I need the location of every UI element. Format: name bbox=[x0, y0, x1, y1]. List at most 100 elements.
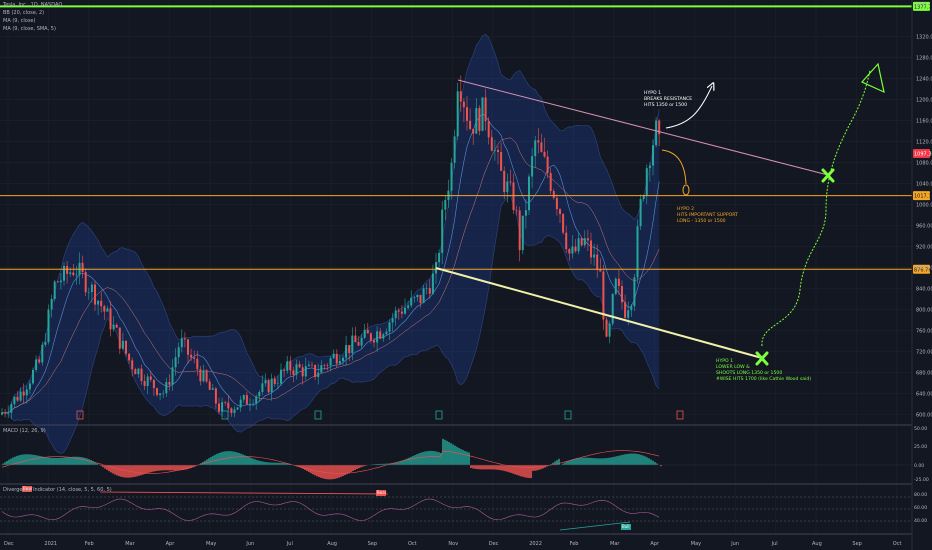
macd-histogram-bar bbox=[498, 465, 500, 470]
symbol-legend[interactable]: Tesla, Inc., 1D, NASDAQ bbox=[3, 2, 63, 8]
divergence-legend[interactable]: Divergence Indicator (14, close, 5, 5, 6… bbox=[3, 487, 112, 493]
candle-body bbox=[490, 137, 493, 151]
candle-body bbox=[28, 383, 31, 390]
macd-histogram-bar bbox=[406, 458, 408, 465]
earnings-marker[interactable] bbox=[676, 410, 684, 420]
candle-body bbox=[239, 399, 242, 408]
macd-histogram-bar bbox=[154, 465, 156, 472]
candle-body bbox=[590, 240, 592, 258]
macd-histogram-bar bbox=[410, 456, 412, 465]
macd-histogram-bar bbox=[504, 465, 506, 472]
candle-body bbox=[363, 329, 366, 338]
lower-trendline[interactable] bbox=[435, 267, 763, 359]
macd-histogram-bar bbox=[566, 461, 568, 465]
candle-body bbox=[152, 379, 155, 389]
candle-body bbox=[500, 152, 503, 171]
macd-histogram-bar bbox=[494, 465, 496, 470]
earnings-marker[interactable] bbox=[221, 410, 229, 420]
earnings-marker[interactable] bbox=[314, 410, 322, 420]
ma-legend[interactable]: MA (9, close) bbox=[3, 18, 36, 24]
macd-histogram-bar bbox=[102, 465, 104, 468]
price-axis[interactable]: 1320.00 1280.00 1240.00 1200.00 1160.00 1120.… bbox=[916, 35, 932, 419]
macd-histogram-bar bbox=[148, 465, 150, 473]
macd-histogram-bar bbox=[360, 465, 362, 468]
candle-body bbox=[342, 357, 344, 361]
candle-body bbox=[75, 274, 78, 276]
candle-body bbox=[602, 271, 605, 320]
candle-body bbox=[608, 323, 611, 337]
price-tick-label: 800.00 bbox=[916, 308, 932, 314]
macd-histogram-bar bbox=[248, 457, 250, 465]
candle-body bbox=[382, 334, 385, 339]
time-tick-label: Sep bbox=[852, 541, 861, 547]
earnings-marker[interactable] bbox=[76, 410, 84, 420]
candle-body bbox=[503, 170, 506, 193]
macd-histogram-bar bbox=[212, 455, 214, 465]
macd-histogram-bar bbox=[484, 465, 486, 470]
earnings-marker[interactable] bbox=[435, 410, 443, 420]
candle-body bbox=[466, 107, 468, 121]
ma-sma-legend[interactable]: MA (9, close, SMA, 5) bbox=[3, 26, 56, 32]
macd-histogram-bar bbox=[604, 458, 606, 465]
price-tick-label: 640.00 bbox=[916, 392, 932, 398]
candle-body bbox=[562, 214, 565, 233]
macd-legend[interactable]: MACD (12, 26, 9) bbox=[3, 428, 46, 434]
svg-text:1377.77: 1377.77 bbox=[914, 4, 932, 10]
macd-histogram-bar bbox=[192, 465, 194, 468]
macd-histogram-bar bbox=[120, 465, 122, 477]
macd-histogram-bar bbox=[108, 465, 110, 472]
candle-body bbox=[286, 361, 289, 371]
bb-legend[interactable]: BB (20, close, 2) bbox=[3, 10, 45, 16]
macd-histogram-bar bbox=[40, 456, 42, 465]
candle-body bbox=[540, 142, 543, 152]
macd-histogram-bar bbox=[62, 457, 64, 465]
candle-body bbox=[497, 149, 499, 153]
upper-trendline[interactable] bbox=[457, 79, 829, 176]
price-tick-label: 1080.00 bbox=[916, 161, 932, 167]
macd-histogram-bar bbox=[476, 465, 478, 470]
macd-histogram-bar bbox=[16, 455, 18, 465]
macd-histogram-bar bbox=[396, 462, 398, 465]
time-axis[interactable]: Dec 2021 Feb Mar Apr May Jun Jul Aug Sep Oct Nov Dec… bbox=[4, 541, 901, 547]
candle-body bbox=[537, 140, 540, 143]
macd-histogram-bar bbox=[256, 460, 258, 465]
macd-histogram-bar bbox=[492, 465, 494, 470]
candle-body bbox=[261, 383, 264, 392]
candle-body bbox=[531, 156, 534, 177]
earnings-marker[interactable] bbox=[564, 410, 572, 420]
macd-histogram-bar bbox=[188, 465, 190, 469]
candle-body bbox=[394, 310, 397, 319]
candle-body bbox=[621, 286, 623, 303]
candle-body bbox=[255, 396, 258, 404]
macd-histogram-bar bbox=[424, 451, 426, 465]
macd-histogram-bar bbox=[648, 458, 650, 465]
macd-histogram-bar bbox=[352, 465, 354, 472]
macd-histogram-bar bbox=[22, 454, 24, 465]
candle-body bbox=[242, 395, 245, 400]
macd-histogram-bar bbox=[454, 445, 456, 465]
macd-histogram-bar bbox=[14, 456, 16, 465]
candle-body bbox=[190, 354, 193, 358]
candle-body bbox=[624, 302, 627, 318]
macd-histogram-bar bbox=[378, 463, 380, 465]
macd-histogram-bar bbox=[118, 465, 120, 477]
candle-body bbox=[528, 176, 530, 211]
candle-body bbox=[35, 359, 38, 370]
macd-histogram-bar bbox=[362, 465, 364, 467]
price-tick-label: 1000.00 bbox=[916, 203, 932, 209]
candle-body bbox=[400, 311, 403, 314]
macd-histogram-bar bbox=[440, 452, 442, 465]
macd-histogram-bar bbox=[448, 442, 450, 465]
horizontal-levels: 1377.77 1097.36 1017.10 876.76 bbox=[0, 1, 932, 274]
candle-body bbox=[205, 370, 208, 382]
macd-histogram-bar bbox=[94, 462, 96, 465]
macd-histogram-bar bbox=[90, 460, 92, 465]
hypo1-lower-annotation: LOWER LOW & bbox=[716, 364, 750, 370]
candle-body bbox=[19, 391, 22, 401]
time-tick-label: Dec bbox=[4, 541, 14, 547]
macd-histogram-bar bbox=[174, 465, 176, 471]
candle-body bbox=[546, 156, 549, 174]
candle-body bbox=[614, 278, 617, 295]
candle-body bbox=[407, 305, 410, 308]
